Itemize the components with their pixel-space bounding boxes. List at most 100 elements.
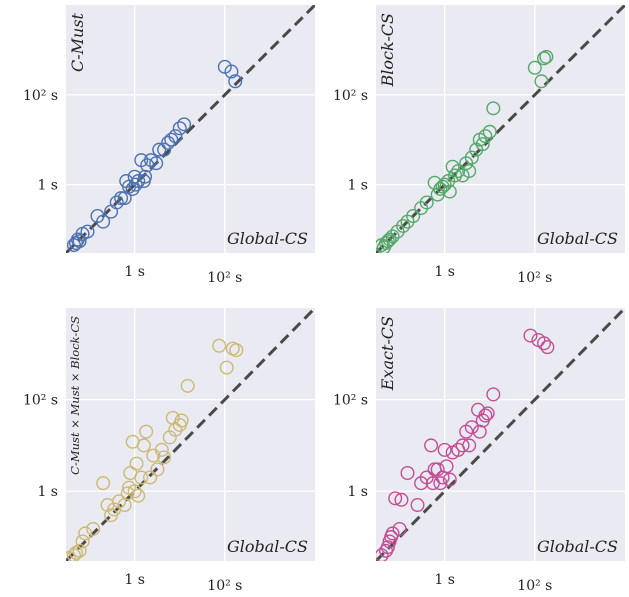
plot-content [376,5,625,253]
data-point [180,378,195,393]
data-point [396,218,411,233]
data-point [464,150,479,165]
y-tick-label: 10² s [333,88,368,104]
y-tick-label: 1 s [37,484,58,500]
data-point [442,472,457,487]
data-point [430,462,445,477]
data-point [540,340,555,355]
data-point [537,336,552,351]
scatter-panel-4: 1 s 10² s 1 s 10² s Global-CS Exact-CS [333,308,625,594]
data-point [385,229,400,244]
data-point [478,408,493,423]
plot-content [376,308,625,561]
data-point [486,387,501,402]
y-axis-label: Block-CS [378,13,397,88]
data-point [433,181,448,196]
data-point [437,177,452,192]
diagonal-line [376,308,625,561]
data-point [527,60,542,75]
data-point [480,406,495,421]
data-point [442,184,457,199]
data-point [127,169,142,184]
data-point [150,462,165,477]
data-point [138,169,153,184]
data-point [537,51,552,66]
data-point [451,164,466,179]
y-tick-label: 1 s [37,178,58,194]
scatter-panel-2: 1 s 10² s 1 s 10² s Global-CS Block-CS [333,5,625,286]
data-point [475,137,490,152]
data-point [439,459,454,474]
x-tick-label: 10² s [517,578,552,594]
data-point [539,49,554,64]
x-axis-label: Global-CS [537,229,618,248]
data-point [424,438,439,453]
data-point [154,442,169,457]
y-tick-label: 1 s [347,484,368,500]
data-point [149,156,164,171]
data-point [96,476,111,491]
x-tick-label: 1 s [124,572,145,588]
x-axis-label: Global-CS [537,537,618,556]
y-tick-label: 10² s [333,393,368,409]
data-point [419,195,434,210]
y-tick-label: 10² s [23,393,58,409]
data-point [388,491,403,506]
data-point [400,466,415,481]
data-point [168,129,183,144]
data-point [380,540,395,555]
y-axis-label: C-Must [68,12,87,72]
data-point [455,438,470,453]
plot-content [66,5,315,253]
data-point [136,438,151,453]
x-tick-label: 1 s [434,264,455,280]
data-point [478,129,493,144]
data-point [437,442,452,457]
x-tick-label: 10² s [207,270,242,286]
data-point [152,142,167,157]
scatter-panel-3: 1 s 10² s 1 s 10² s Global-CS C-Must × Must ×… [23,308,315,594]
data-point [177,117,192,132]
data-point [80,224,95,239]
y-tick-label: 10² s [23,88,58,104]
data-point [385,526,400,541]
data-point [229,343,244,358]
data-point [109,195,124,210]
data-point [157,450,172,465]
data-point [406,209,421,224]
scatter-panel-1: 1 s 10² s 1 s 10² s Global-CS C-Must [23,5,315,286]
data-point [128,177,143,192]
data-point [120,486,135,501]
plot-content [66,308,315,561]
data-point [75,534,90,549]
data-point [86,521,101,536]
data-point [410,498,425,513]
data-point [382,232,397,247]
data-point [127,484,142,499]
data-point [129,456,144,471]
x-tick-label: 1 s [434,572,455,588]
data-point [392,521,407,536]
data-point [157,142,172,157]
data-point [486,101,501,116]
x-axis-label: Global-CS [227,229,308,248]
data-point [464,420,479,435]
data-point [462,438,477,453]
data-point [212,338,227,353]
data-point [143,470,158,485]
data-point [462,164,477,179]
data-point [380,234,395,249]
data-point [523,328,538,343]
x-tick-label: 10² s [517,270,552,286]
x-tick-label: 1 s [124,264,145,280]
data-point [96,214,111,229]
data-point [219,360,234,375]
diagonal-line [66,308,315,561]
x-axis-label: Global-CS [227,537,308,556]
y-tick-label: 1 s [347,178,368,194]
data-point [114,191,129,206]
data-point [482,124,497,139]
data-point [134,470,149,485]
diagonal-line [66,5,315,253]
data-point [174,413,189,428]
